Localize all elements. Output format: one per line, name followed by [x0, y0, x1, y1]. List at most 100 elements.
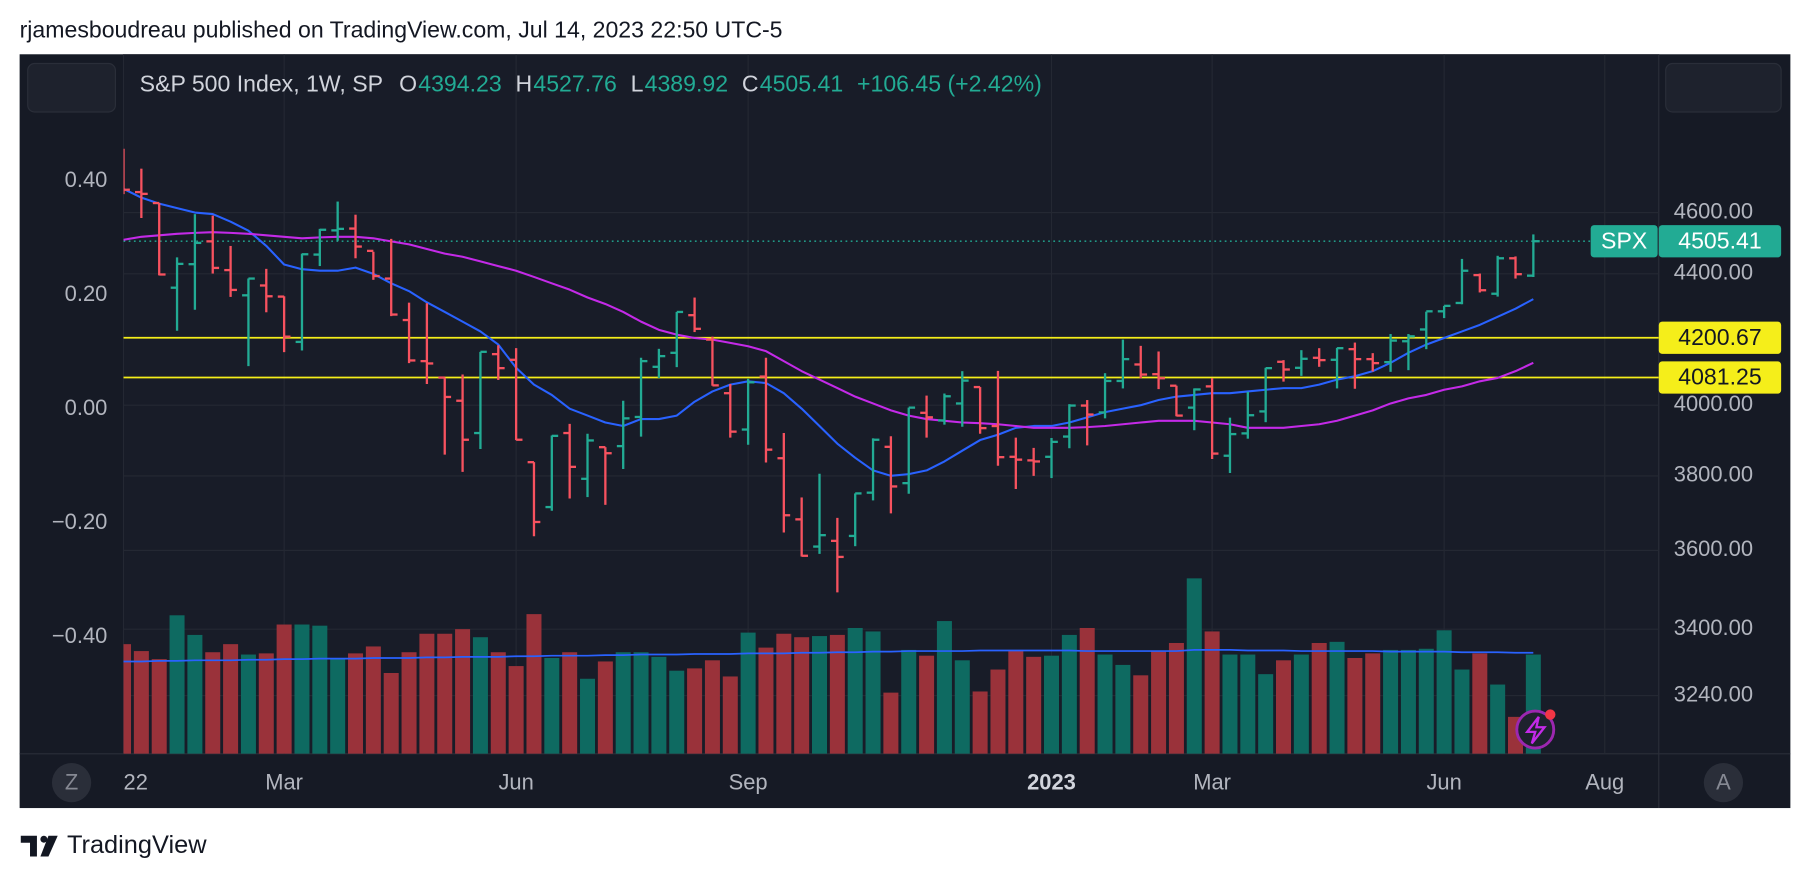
brand-logo-part: [40, 835, 48, 843]
volume-bar: [1329, 641, 1345, 754]
volume-bar: [722, 676, 738, 754]
volume-bar: [1454, 669, 1470, 754]
volume-bar: [1240, 654, 1256, 754]
menu-button[interactable]: [27, 62, 117, 113]
volume-bar: [919, 655, 935, 754]
legend-field-label: H: [516, 71, 533, 97]
volume-bar: [562, 652, 578, 754]
volume-bar: [758, 647, 774, 754]
volume-bar: [187, 634, 203, 754]
volume-bar: [276, 624, 292, 754]
y-tick-label: 4400.00: [1674, 260, 1753, 285]
plot-pane: [123, 54, 1659, 754]
volume-bar: [954, 660, 970, 754]
volume-bar: [1490, 684, 1506, 754]
volume-bar: [508, 666, 524, 754]
y-tick-label: 4000.00: [1674, 391, 1753, 416]
volume-bar: [1079, 627, 1095, 754]
zoom-button-label: Z: [65, 770, 78, 795]
symbol-badge-label: SPX: [1601, 227, 1647, 253]
symbol-badge: [1590, 225, 1658, 258]
volume-bar: [419, 633, 435, 754]
volume-bar: [615, 652, 631, 754]
volume-bar: [972, 691, 988, 754]
volume-bar: [383, 673, 399, 754]
alert-icon-bolt: [1524, 716, 1547, 745]
menu-button[interactable]: [1665, 62, 1782, 113]
volume-bar: [1383, 649, 1399, 754]
volume-bar: [123, 644, 132, 754]
y2-tick-label: −0.20: [52, 509, 107, 534]
legend-header: S&P 500 Index, 1W, SP O4394.23 H4527.76 L43…: [140, 71, 1042, 97]
volume-bar: [1276, 660, 1292, 754]
y-tick-label: 3800.00: [1674, 462, 1753, 487]
price-badge: [1658, 225, 1782, 258]
volume-bar: [1365, 653, 1381, 754]
x-tick-label: Jun: [498, 770, 533, 795]
volume-bar: [1204, 631, 1220, 754]
volume-bar: [133, 651, 149, 754]
moving-average-line: [123, 231, 1534, 429]
auto-scale-button[interactable]: [1703, 763, 1744, 803]
volume-bar: [544, 657, 560, 754]
y2-tick-label: 0.00: [65, 395, 108, 420]
volume-bar: [1293, 654, 1309, 754]
brand-name: TradingView: [67, 831, 207, 859]
volume-bar: [294, 624, 310, 754]
zoom-button[interactable]: [51, 763, 92, 803]
level-badge-label: 4200.67: [1678, 324, 1761, 350]
volume-bar: [847, 627, 863, 754]
y-tick-label: 3400.00: [1674, 615, 1753, 640]
volume-bar: [223, 644, 239, 754]
brand-logo: [20, 835, 58, 857]
volume-bar: [205, 652, 221, 754]
volume-bar: [704, 660, 720, 754]
legend-field-value: 4394.23: [418, 71, 501, 97]
x-tick-label: Aug: [1585, 770, 1624, 795]
volume-bar: [472, 637, 488, 754]
volume-bar: [776, 633, 792, 754]
volume-bar: [1151, 651, 1167, 754]
overlay: 4600.00 4400.00 4000.00 3800.00 3600.00 3400.…: [52, 71, 1782, 795]
volume-bar: [936, 621, 952, 754]
volume-bar: [312, 625, 328, 754]
volume-bar: [580, 678, 596, 754]
y2-tick-label: 0.40: [65, 167, 108, 192]
volume-bar: [1097, 654, 1113, 754]
publisher-line: rjamesboudreau published on TradingView.…: [20, 16, 783, 42]
volume-bar: [1008, 649, 1024, 754]
volume-average-line: [123, 649, 1534, 663]
volume-bar: [1418, 648, 1434, 754]
y-tick-label: 4600.00: [1674, 198, 1753, 223]
volume-bar: [1186, 578, 1202, 754]
volume-bar: [990, 669, 1006, 754]
volume-bar: [597, 661, 613, 754]
volume-bar: [169, 615, 185, 754]
legend-change: +106.45 (+2.42%): [857, 71, 1042, 97]
volume-bar: [348, 653, 364, 754]
volume-bar: [151, 659, 167, 754]
volume-bar: [490, 652, 506, 754]
volume-bar: [437, 633, 453, 754]
volume-bar: [633, 652, 649, 754]
volume-bar: [365, 646, 381, 754]
volume-bar: [1472, 653, 1488, 754]
legend-field-label: O: [399, 71, 417, 97]
x-tick-label: 22: [124, 770, 148, 795]
volume-bar: [1222, 654, 1238, 754]
volume-bar: [1400, 649, 1416, 754]
alert-icon-dot: [1545, 709, 1556, 720]
volume-bar: [669, 670, 685, 754]
volume-bar: [687, 668, 703, 754]
auto-scale-button-label: A: [1716, 770, 1731, 795]
volume-bar: [794, 637, 810, 754]
volume-bar: [330, 659, 346, 754]
volume-bar: [1168, 642, 1184, 754]
y-tick-label: 3240.00: [1674, 681, 1753, 706]
volume-bar: [865, 631, 881, 754]
y2-tick-label: −0.40: [52, 623, 107, 648]
level-badge-label: 4081.25: [1678, 364, 1761, 390]
alert-icon[interactable]: [1515, 709, 1556, 750]
volume-bar: [1115, 664, 1131, 754]
